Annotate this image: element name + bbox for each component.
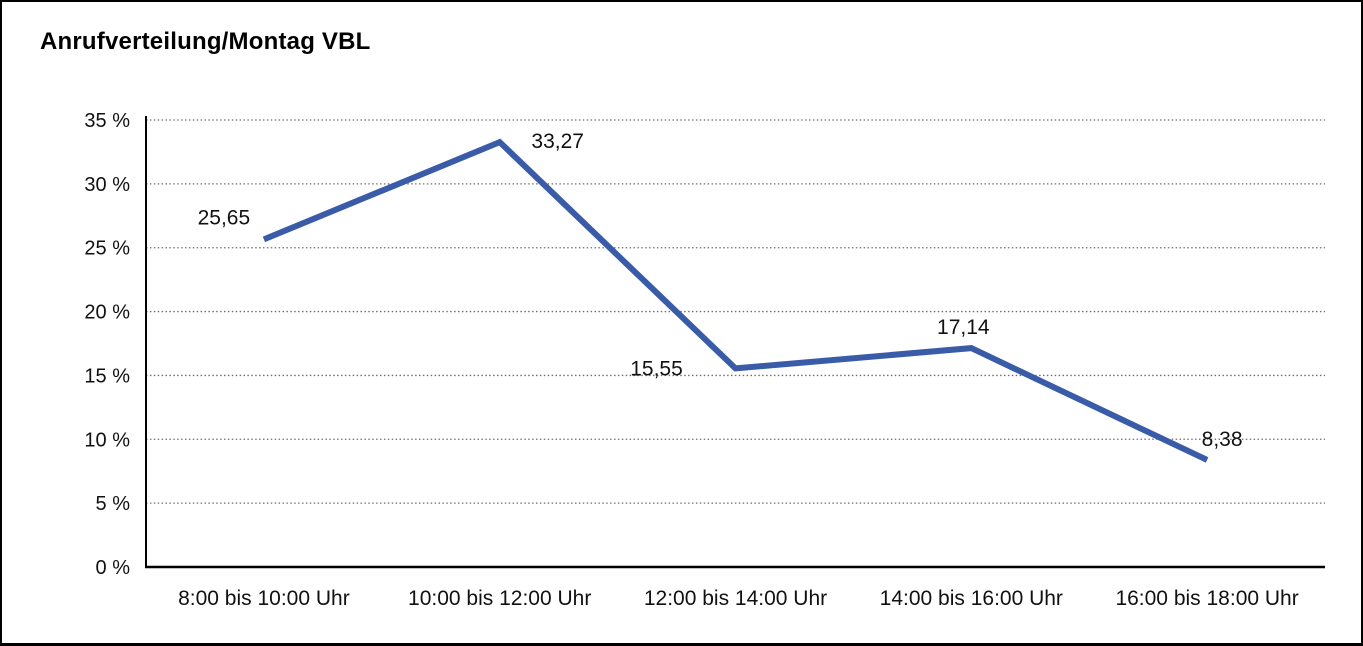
y-tick-label: 5 % xyxy=(96,493,131,515)
x-category-label: 16:00 bis 18:00 Uhr xyxy=(1115,587,1298,610)
data-point-label: 15,55 xyxy=(630,357,683,380)
data-point-label: 8,38 xyxy=(1202,428,1243,451)
y-tick-label: 0 % xyxy=(96,557,131,579)
y-tick-label: 20 % xyxy=(84,302,130,324)
x-category-label: 10:00 bis 12:00 Uhr xyxy=(408,587,591,610)
x-category-label: 12:00 bis 14:00 Uhr xyxy=(644,587,827,610)
chart-title: Anrufverteilung/Montag VBL xyxy=(40,28,371,55)
x-category-label: 14:00 bis 16:00 Uhr xyxy=(880,587,1063,610)
y-tick-label: 35 % xyxy=(84,110,130,132)
data-point-label: 33,27 xyxy=(531,130,584,153)
data-point-label: 25,65 xyxy=(198,206,251,229)
y-tick-label: 30 % xyxy=(84,174,130,196)
data-point-label: 17,14 xyxy=(937,316,990,339)
y-tick-label: 10 % xyxy=(84,429,130,451)
y-tick-label: 25 % xyxy=(84,238,130,260)
y-tick-label: 15 % xyxy=(84,365,130,387)
x-category-label: 8:00 bis 10:00 Uhr xyxy=(178,587,350,610)
data-line xyxy=(262,138,1209,463)
